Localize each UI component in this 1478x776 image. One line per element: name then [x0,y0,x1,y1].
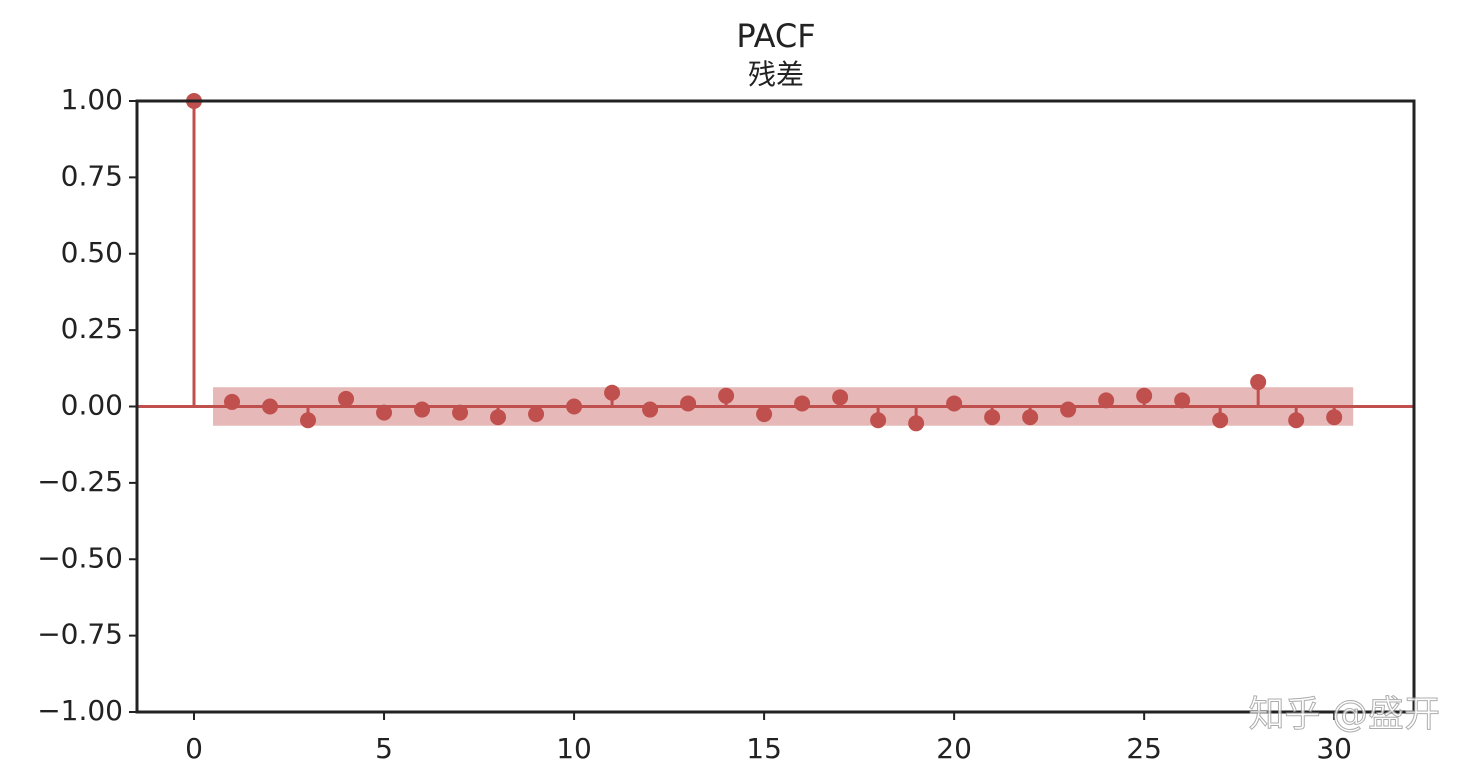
stem-marker [1326,409,1343,426]
stem-marker [1174,392,1191,409]
stem-marker [680,395,697,412]
stem-marker [1098,392,1115,409]
y-tick-label: −0.75 [37,618,123,651]
x-tick-label: 0 [185,732,203,765]
chart-title: PACF [736,17,815,55]
stem-marker [794,395,811,412]
plot-area: 1.00 0.75 0.50 0.25 0.00 −0.25 −0.50 −0.75 −1.00… [37,83,1416,765]
stem-marker [414,401,431,418]
stem-marker [1022,409,1039,426]
y-tick-label: −0.50 [37,541,123,574]
stem-marker [1212,412,1229,429]
stem-marker [224,393,241,410]
stem-marker [984,409,1001,426]
stem-marker [604,384,621,401]
y-tick-label: 0.50 [61,236,123,269]
stem-marker [1288,412,1305,429]
stem-marker [262,398,279,415]
y-tick-label: −0.25 [37,465,123,498]
watermark: 知乎 @盛开 [1249,694,1440,735]
stem-marker [1136,387,1153,404]
stem-marker [490,409,507,426]
stem-marker [452,404,469,421]
stem-marker [566,398,583,415]
stem-marker [1060,401,1077,418]
stem-marker [642,401,659,418]
stem-marker [338,390,355,407]
chart-subtitle: 残差 [748,58,804,91]
y-tick-label: 1.00 [61,83,123,116]
x-tick-label: 15 [746,732,782,765]
x-tick-label: 5 [375,732,393,765]
stem-marker [718,387,735,404]
stem-marker [1250,374,1267,391]
stem-marker [908,415,925,432]
x-tick-label: 20 [936,732,972,765]
stem-marker [528,406,545,423]
x-tick-label: 10 [556,732,592,765]
stem-marker [870,412,887,429]
stem-marker [756,406,773,423]
y-tick-label: 0.00 [61,389,123,422]
plot-frame [135,99,1416,714]
y-tick-label: −1.00 [37,694,123,727]
x-tick-label: 25 [1126,732,1162,765]
stem-marker [376,404,393,421]
stem-marker [946,395,963,412]
x-tick-label: 30 [1316,732,1352,765]
y-tick-label: 0.25 [61,312,123,345]
y-tick-label: 0.75 [61,159,123,192]
stem-marker [300,412,317,429]
stem-marker [832,389,849,406]
